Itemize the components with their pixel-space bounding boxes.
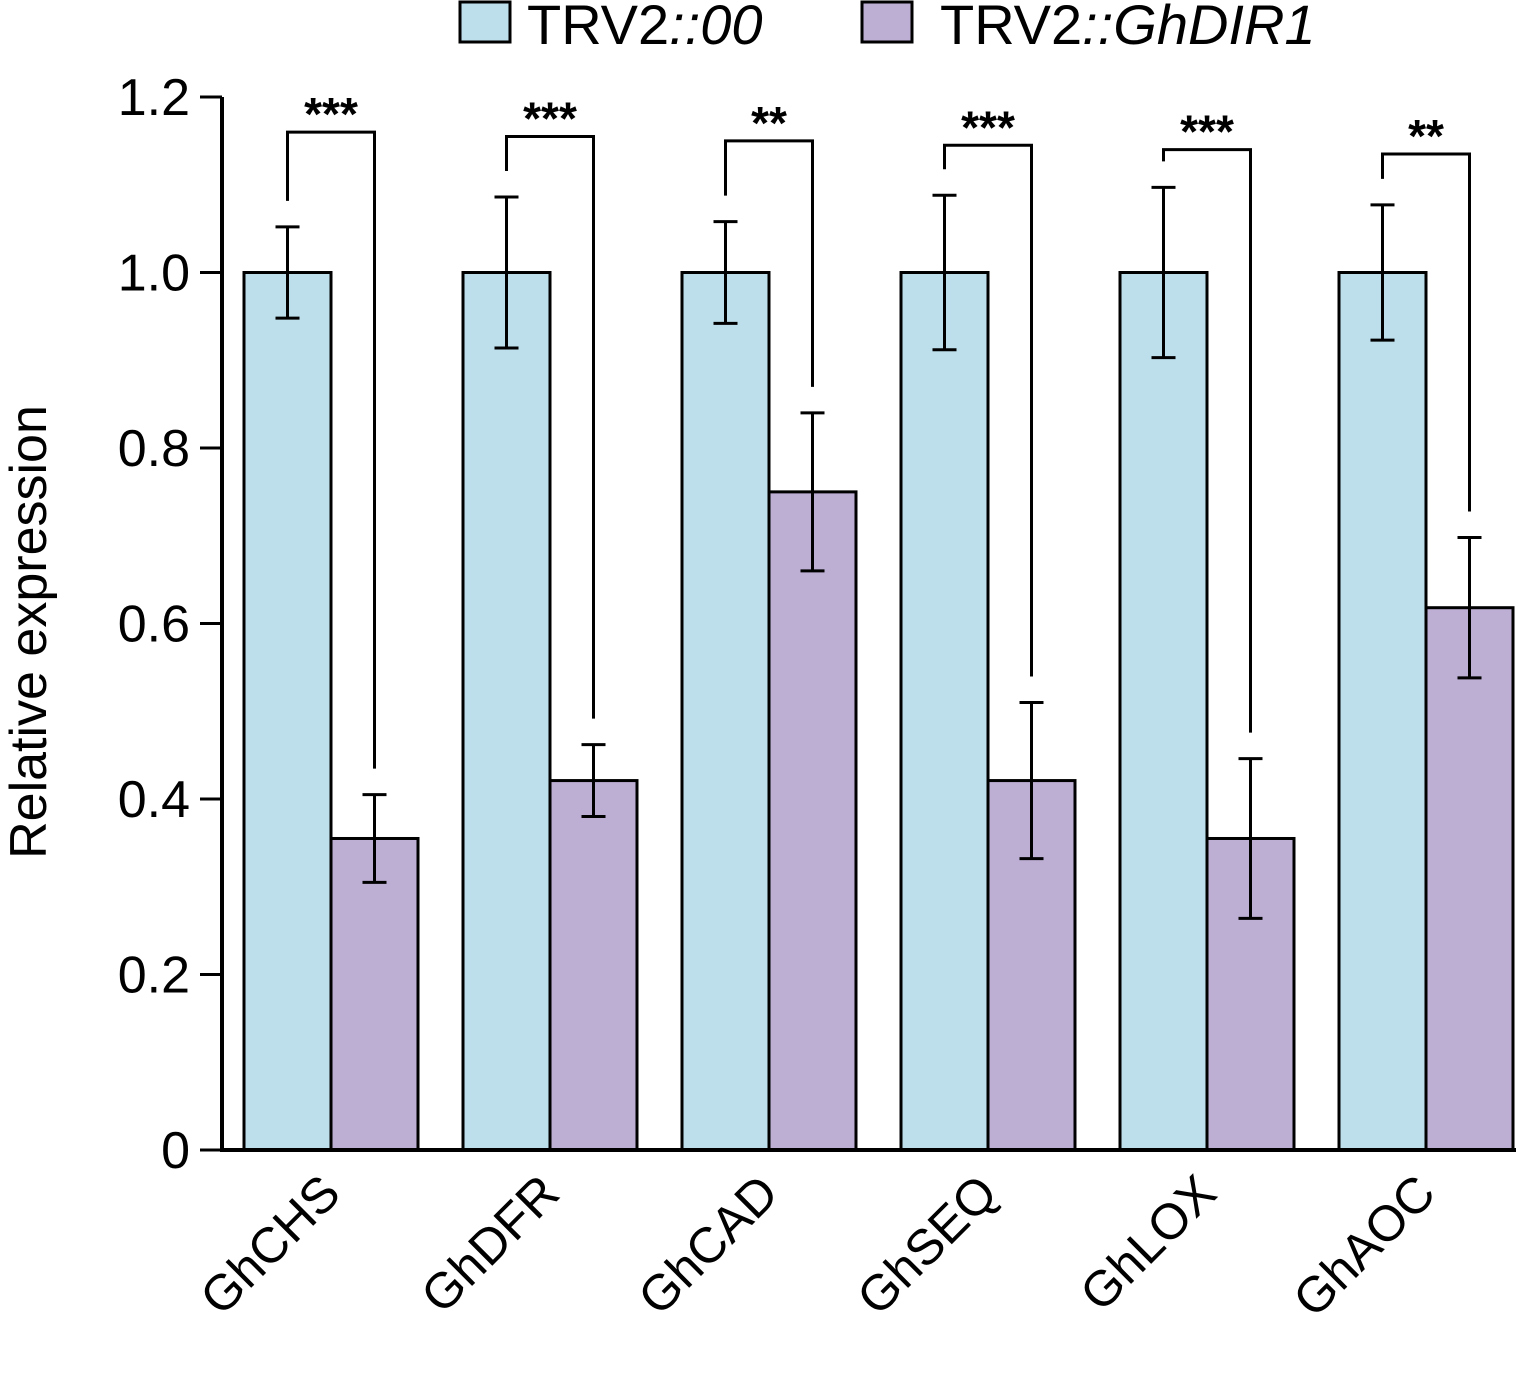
error-bar-ghlox-series-2	[1238, 757, 1263, 920]
bar-ghdfr-series-1	[461, 271, 552, 1152]
legend: TRV2::00 TRV2::GhDIR1	[458, 0, 1316, 56]
significance-bracket	[1162, 148, 1252, 733]
bar-ghcad-series-1	[680, 271, 771, 1152]
significance-label: ***	[1180, 106, 1234, 158]
y-tick-label: 0.8	[118, 420, 190, 478]
error-bar-ghdfr-series-1	[494, 195, 519, 350]
significance-label: ***	[961, 101, 1015, 153]
error-bar-ghaoc-series-1	[1370, 203, 1395, 342]
legend-item-1: TRV2::00	[458, 0, 763, 56]
significance-ghcad: **	[724, 97, 814, 387]
category-label-ghaoc: GhAOC	[1282, 1164, 1445, 1327]
error-bar-ghchs-series-1	[275, 225, 300, 320]
y-tick-label: 0.4	[118, 771, 190, 829]
bar-ghaoc-series-2	[1424, 606, 1515, 1152]
significance-ghseq: ***	[943, 101, 1033, 677]
significance-ghchs: ***	[286, 88, 376, 769]
significance-bracket	[943, 143, 1033, 677]
error-bars	[275, 185, 1482, 920]
legend-label: TRV2::00	[527, 0, 763, 56]
significance-label: ***	[304, 88, 358, 140]
significance-label: ***	[523, 92, 577, 144]
bar-ghdfr-series-2	[548, 779, 639, 1152]
significance-bracket	[286, 130, 376, 769]
y-tick-label: 0.2	[118, 947, 190, 1005]
legend-item-2: TRV2::GhDIR1	[860, 0, 1316, 56]
legend-label: TRV2::GhDIR1	[940, 0, 1316, 56]
category-label-ghcad: GhCAD	[627, 1164, 788, 1325]
legend-swatch	[458, 0, 512, 44]
bars	[242, 271, 1515, 1152]
category-label-ghlox: GhLOX	[1069, 1164, 1227, 1322]
significance-bracket	[724, 139, 814, 387]
error-bar-ghchs-series-2	[362, 793, 387, 884]
error-bar-ghlox-series-1	[1151, 185, 1176, 360]
error-bar-ghcad-series-2	[800, 411, 825, 573]
bar-ghchs-series-2	[329, 836, 420, 1152]
error-bar-ghaoc-series-2	[1457, 536, 1482, 680]
y-tick-label: 1.0	[118, 245, 190, 303]
error-bar-ghcad-series-1	[713, 220, 738, 325]
significance-ghdfr: ***	[505, 92, 595, 719]
legend-swatch	[860, 0, 914, 44]
significance-bracket	[1381, 152, 1471, 512]
error-bar-ghseq-series-1	[932, 193, 957, 352]
y-tick-label: 1.2	[118, 69, 190, 127]
category-label-ghseq: GhSEQ	[846, 1164, 1007, 1325]
bar-ghaoc-series-1	[1337, 271, 1428, 1152]
error-bar-ghseq-series-2	[1019, 700, 1044, 861]
y-axis-title: Relative expression	[0, 405, 58, 859]
significance-bracket	[505, 134, 595, 719]
significance-ghlox: ***	[1162, 106, 1252, 733]
significance-label: **	[1408, 110, 1444, 162]
category-label-ghchs: GhCHS	[189, 1164, 350, 1325]
bar-ghlox-series-1	[1118, 271, 1209, 1152]
significance-ghaoc: **	[1381, 110, 1471, 512]
category-label-ghdfr: GhDFR	[410, 1164, 569, 1323]
significance-markers: *** *** ** *** *** **	[286, 88, 1471, 769]
significance-label: **	[751, 97, 787, 149]
bar-ghseq-series-1	[899, 271, 990, 1152]
y-tick-label: 0	[161, 1122, 190, 1180]
bar-ghchs-series-1	[242, 271, 333, 1152]
y-tick-label: 0.6	[118, 596, 190, 654]
bar-ghcad-series-2	[767, 490, 858, 1152]
error-bar-ghdfr-series-2	[581, 743, 606, 819]
